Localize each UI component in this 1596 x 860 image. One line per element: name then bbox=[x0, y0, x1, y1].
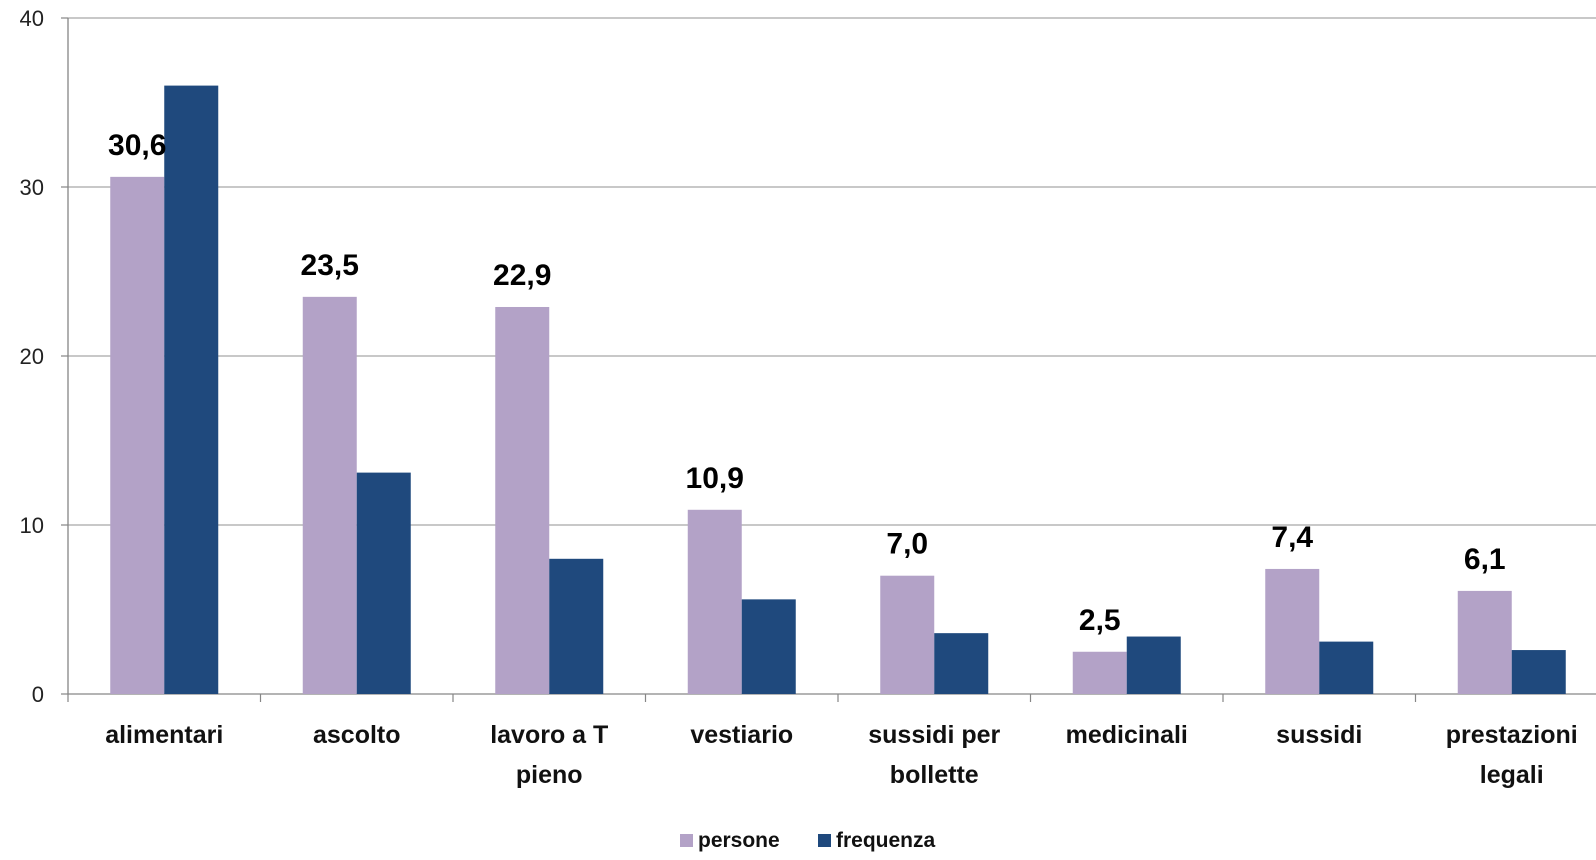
bar-persone bbox=[1265, 568, 1320, 694]
bar-frequenza bbox=[934, 633, 989, 694]
y-tick-label: 20 bbox=[20, 344, 44, 369]
bar-persone bbox=[1457, 590, 1512, 694]
data-labels: 30,6 23,5 22,9 10,9 7,0 2,5 7,4 6,1 bbox=[108, 129, 1506, 637]
legend-swatch bbox=[680, 834, 693, 847]
y-tick-label: 10 bbox=[20, 513, 44, 538]
data-label-persone: 10,9 bbox=[686, 462, 744, 495]
data-label-persone: 2,5 bbox=[1079, 604, 1121, 637]
bar-persone bbox=[495, 306, 550, 694]
bar-frequenza bbox=[1319, 641, 1374, 694]
bar-persone bbox=[110, 176, 165, 695]
legend-item-frequenza: frequenza bbox=[818, 829, 936, 852]
y-tick-labels: 0 10 20 30 40 bbox=[20, 6, 44, 707]
axes bbox=[61, 17, 1596, 702]
bar-frequenza bbox=[741, 599, 796, 694]
x-tick-label: sussidi bbox=[1276, 721, 1362, 749]
legend-label: persone bbox=[698, 829, 780, 852]
bars bbox=[110, 85, 1566, 695]
data-label-persone: 22,9 bbox=[493, 259, 551, 292]
bar-persone bbox=[687, 509, 742, 694]
bar-frequenza bbox=[549, 558, 604, 694]
bar-persone bbox=[880, 575, 935, 694]
x-tick-label: sussidi per bollette bbox=[868, 721, 1000, 789]
bar-persone bbox=[302, 296, 357, 694]
x-tick-label: ascolto bbox=[313, 721, 401, 749]
legend: persone frequenza bbox=[680, 829, 936, 852]
y-tick-label: 30 bbox=[20, 175, 44, 200]
bar-frequenza bbox=[1126, 636, 1181, 694]
bar-frequenza bbox=[1511, 650, 1566, 694]
data-label-persone: 30,6 bbox=[108, 129, 166, 162]
data-label-persone: 7,4 bbox=[1271, 521, 1313, 554]
gridlines bbox=[68, 17, 1596, 526]
bar-persone bbox=[1072, 651, 1127, 694]
y-tick-label: 40 bbox=[20, 6, 44, 31]
data-label-persone: 6,1 bbox=[1464, 543, 1506, 576]
bar-frequenza bbox=[356, 472, 411, 694]
bar-frequenza bbox=[164, 85, 219, 695]
x-tick-label: medicinali bbox=[1066, 721, 1188, 749]
data-label-persone: 23,5 bbox=[301, 249, 359, 282]
legend-label: frequenza bbox=[836, 829, 936, 852]
legend-item-persone: persone bbox=[680, 829, 780, 852]
legend-swatch bbox=[818, 834, 831, 847]
x-tick-label: vestiario bbox=[690, 721, 793, 749]
x-tick-label: alimentari bbox=[105, 721, 223, 749]
y-tick-label: 0 bbox=[32, 682, 44, 707]
x-tick-label: prestazioni legali bbox=[1446, 721, 1578, 789]
data-label-persone: 7,0 bbox=[886, 528, 928, 561]
